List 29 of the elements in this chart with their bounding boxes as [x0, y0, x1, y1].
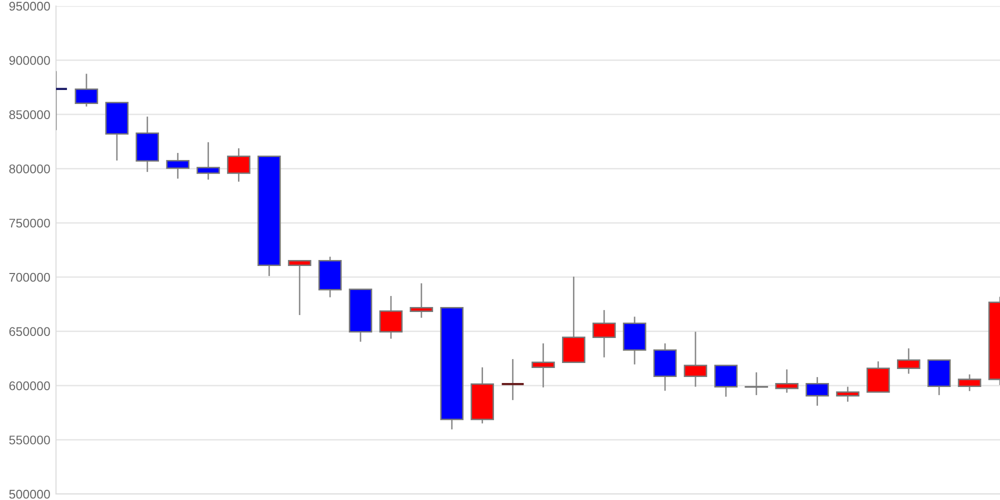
- candlestick: [806, 376, 829, 406]
- candlestick: [379, 295, 403, 340]
- y-tick-label: 650000: [9, 327, 50, 336]
- candlestick: [500, 358, 525, 401]
- candlestick: [74, 73, 98, 108]
- candlestick: [836, 386, 860, 402]
- y-tick-label: 550000: [9, 436, 50, 444]
- candlestick: [775, 368, 798, 394]
- candlestick: [592, 309, 616, 358]
- candlestick: [227, 148, 250, 182]
- candlestick: [684, 331, 708, 388]
- candlestick: [166, 152, 190, 180]
- candlestick: [288, 260, 312, 316]
- y-tick-label: 750000: [9, 218, 50, 228]
- candlestick: [896, 348, 920, 374]
- candlestick: [410, 282, 434, 318]
- y-tick-label: 950000: [9, 2, 50, 11]
- candlestick: [714, 364, 738, 398]
- candlestick: [958, 374, 982, 392]
- y-tick-label: 800000: [9, 164, 50, 174]
- y-tick-label: 600000: [9, 381, 50, 390]
- candlestick: [532, 342, 555, 388]
- y-tick-label: 900000: [9, 56, 50, 65]
- y-tick-label: 500000: [9, 490, 50, 499]
- y-tick-label: 850000: [9, 110, 50, 120]
- candlestick: [196, 142, 220, 180]
- candlestick: [744, 372, 768, 396]
- y-tick-label: 700000: [9, 272, 50, 282]
- candlestick: [866, 360, 890, 393]
